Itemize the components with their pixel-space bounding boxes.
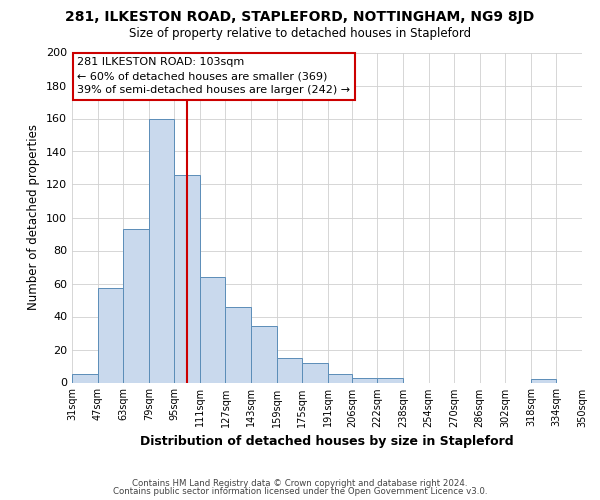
Bar <box>175 174 200 382</box>
X-axis label: Distribution of detached houses by size in Stapleford: Distribution of detached houses by size … <box>140 435 514 448</box>
Bar <box>123 229 149 382</box>
Bar <box>277 358 302 382</box>
Text: Contains public sector information licensed under the Open Government Licence v3: Contains public sector information licen… <box>113 487 487 496</box>
Bar <box>302 362 328 382</box>
Text: 281, ILKESTON ROAD, STAPLEFORD, NOTTINGHAM, NG9 8JD: 281, ILKESTON ROAD, STAPLEFORD, NOTTINGH… <box>65 10 535 24</box>
Bar <box>251 326 277 382</box>
Bar <box>531 379 556 382</box>
Y-axis label: Number of detached properties: Number of detached properties <box>28 124 40 310</box>
Bar <box>226 306 251 382</box>
Text: 281 ILKESTON ROAD: 103sqm
← 60% of detached houses are smaller (369)
39% of semi: 281 ILKESTON ROAD: 103sqm ← 60% of detac… <box>77 58 350 96</box>
Text: Contains HM Land Registry data © Crown copyright and database right 2024.: Contains HM Land Registry data © Crown c… <box>132 478 468 488</box>
Bar <box>149 118 175 382</box>
Bar <box>98 288 123 382</box>
Bar <box>352 378 377 382</box>
Bar <box>377 378 403 382</box>
Bar <box>328 374 352 382</box>
Bar <box>200 277 226 382</box>
Text: Size of property relative to detached houses in Stapleford: Size of property relative to detached ho… <box>129 28 471 40</box>
Bar <box>72 374 98 382</box>
